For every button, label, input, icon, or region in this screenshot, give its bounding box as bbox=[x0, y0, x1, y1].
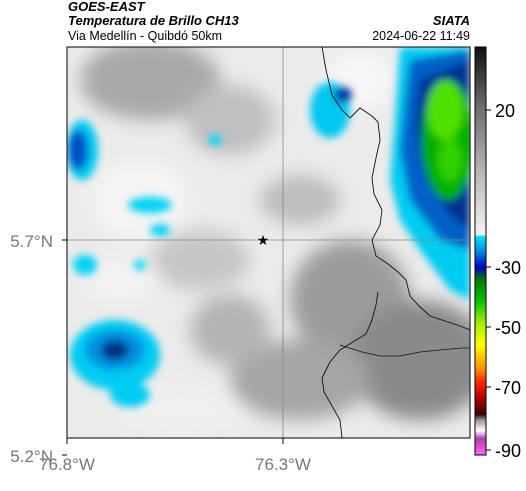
satellite-title: GOES-EAST bbox=[68, 0, 145, 14]
latitude-axis: 5.7°N 5.2°N bbox=[10, 232, 67, 466]
star-icon: ★ bbox=[257, 232, 270, 248]
lon-tick-label: 76.8°W bbox=[39, 455, 95, 474]
brightness-temperature-image bbox=[67, 47, 470, 438]
timestamp-label: 2024-06-22 11:49 bbox=[372, 29, 470, 43]
map-frame bbox=[66, 46, 471, 439]
lat-tick-label: 5.7°N bbox=[10, 232, 53, 251]
organization-label: SIATA bbox=[432, 13, 470, 28]
colorbar-tick-label: 20 bbox=[495, 101, 515, 121]
lon-tick-label: 76.3°W bbox=[255, 455, 311, 474]
colorbar-tick-label: -70 bbox=[495, 378, 521, 398]
colorbar-tick-label: -50 bbox=[495, 318, 521, 338]
colorbar-tick-label: -30 bbox=[495, 258, 521, 278]
colorbar-ticks: 20 -30 -50 -70 -90 bbox=[486, 101, 521, 461]
river-line bbox=[321, 291, 379, 438]
route-label: Via Medellín - Quibdó 50km bbox=[68, 29, 223, 43]
colorbar bbox=[474, 46, 487, 456]
border-line-south bbox=[339, 344, 470, 357]
product-title: Temperatura de Brillo CH13 bbox=[68, 13, 239, 28]
border-line bbox=[321, 47, 470, 331]
colorbar-tick-label: -90 bbox=[495, 441, 521, 461]
lat-tick-label: 5.2°N bbox=[10, 447, 53, 466]
longitude-axis: 76.8°W 76.3°W bbox=[39, 438, 311, 474]
